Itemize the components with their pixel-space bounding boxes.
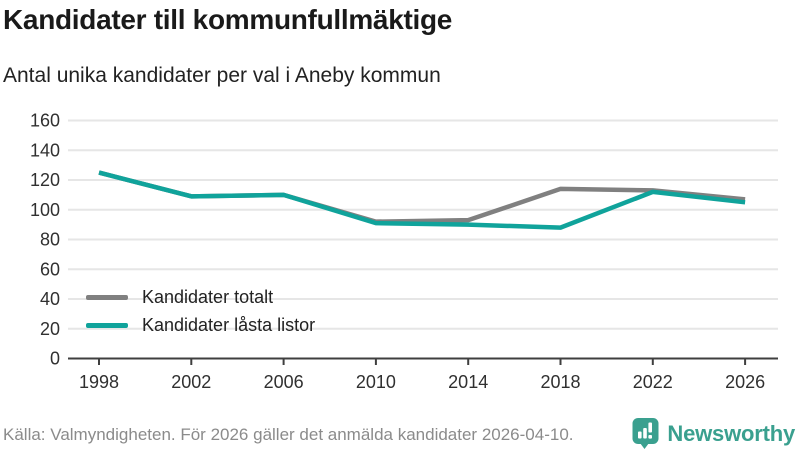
y-tick-label-100: 100 — [30, 200, 60, 220]
legend-swatch-gray — [86, 295, 128, 300]
y-tick-label-120: 120 — [30, 170, 60, 190]
gridlines — [68, 119, 778, 330]
y-tick-label-160: 160 — [30, 111, 60, 131]
y-tick-label-140: 140 — [30, 140, 60, 160]
x-tick-label-2026: 2026 — [725, 372, 765, 392]
x-tick-label-2010: 2010 — [356, 372, 396, 392]
page-title: Kandidater till kommunfullmäktige — [3, 4, 453, 35]
y-axis-labels: 0 20 40 60 80 100 120 140 160 — [30, 111, 60, 369]
x-tick-label-2018: 2018 — [540, 372, 580, 392]
bar-medium — [643, 428, 648, 439]
chart-subtitle: Antal unika kandidater per val i Aneby k… — [3, 64, 441, 87]
footer: Källa: Valmyndigheten. För 2026 gäller d… — [0, 414, 800, 450]
y-tick-label-20: 20 — [40, 319, 60, 339]
y-tick-label-60: 60 — [40, 259, 60, 279]
y-tick-label-40: 40 — [40, 289, 60, 309]
x-tick-label-2002: 2002 — [171, 372, 211, 392]
series-line-1 — [98, 170, 746, 230]
legend-swatch-teal — [86, 323, 128, 328]
exclamation-bar — [648, 422, 653, 433]
x-tick-label-2022: 2022 — [633, 372, 673, 392]
legend-item-lasta-listor: Kandidater låsta listor — [86, 315, 315, 336]
data-series — [98, 170, 746, 230]
newsworthy-bubble-icon — [632, 418, 659, 449]
legend-label: Kandidater totalt — [142, 287, 274, 307]
brand-name: Newsworthy — [667, 420, 795, 446]
x-axis — [68, 357, 778, 365]
newsworthy-logo: Newsworthy — [632, 417, 795, 450]
x-axis-labels: 1998 2002 2006 2010 2014 2018 2022 2026 — [79, 372, 765, 392]
x-tick-label-2006: 2006 — [264, 372, 304, 392]
x-tick-label-1998: 1998 — [79, 372, 119, 392]
bar-short — [638, 431, 643, 439]
x-tick-label-2014: 2014 — [448, 372, 488, 392]
chart-legend: Kandidater totalt Kandidater låsta listo… — [86, 287, 315, 336]
legend-label: Kandidater låsta listor — [142, 315, 316, 335]
y-tick-label-0: 0 — [50, 349, 60, 369]
exclamation-dot — [648, 435, 653, 439]
y-tick-label-80: 80 — [40, 230, 60, 250]
source-note: Källa: Valmyndigheten. För 2026 gäller d… — [3, 425, 574, 444]
legend-item-totalt: Kandidater totalt — [86, 287, 315, 308]
